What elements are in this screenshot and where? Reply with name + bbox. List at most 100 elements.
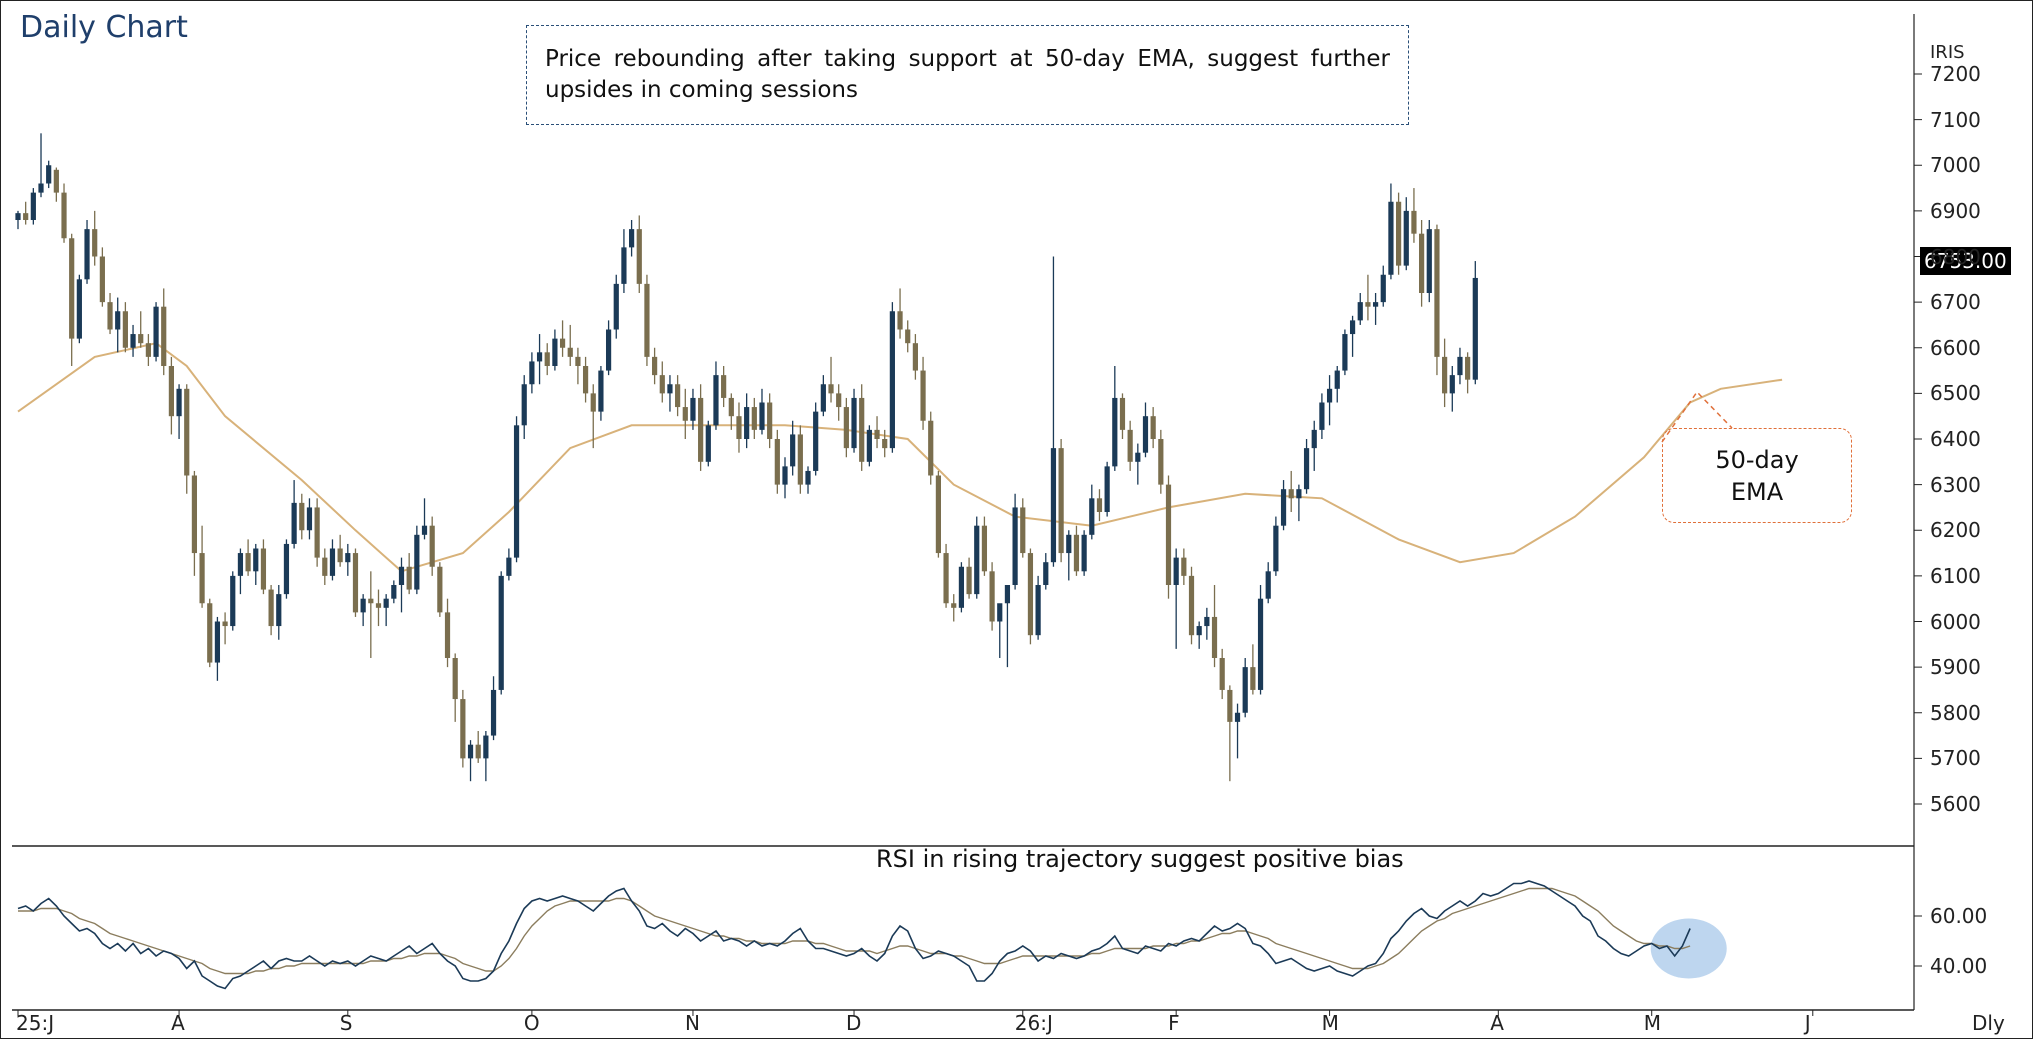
rsi-layer	[17, 880, 1727, 990]
candle-body	[721, 375, 727, 398]
candle-body	[1334, 370, 1340, 389]
y-tick-label: 7000	[1930, 153, 1981, 178]
candle-body	[222, 621, 228, 627]
candle-body	[1457, 356, 1463, 376]
y-tick-label: 5700	[1930, 746, 1981, 771]
y-tick-label: 5600	[1930, 792, 1981, 816]
candle-body	[1219, 658, 1225, 690]
candle-body	[345, 553, 351, 563]
candle-body	[322, 557, 328, 576]
rsi-annotation: RSI in rising trajectory suggest positiv…	[876, 845, 1404, 873]
candle-body	[1234, 712, 1241, 722]
candle-body	[652, 356, 658, 376]
candle-body	[460, 699, 466, 759]
candle-body	[1372, 302, 1379, 307]
candle-body	[1319, 402, 1325, 430]
candle-body	[283, 543, 290, 595]
candle-body	[107, 302, 113, 330]
y-tick-label: 5800	[1930, 700, 1981, 725]
candle-body	[15, 213, 21, 220]
candle-body	[76, 279, 82, 339]
candle-body	[1411, 210, 1417, 234]
candle-body	[974, 525, 980, 595]
period-label: Dly	[1972, 1011, 2005, 1035]
candle-body	[536, 352, 543, 362]
candle-body	[659, 375, 665, 394]
candle-body	[1073, 534, 1080, 572]
y-tick-label: 6400	[1930, 427, 1981, 451]
ema-annotation: 50-day EMA	[1662, 428, 1852, 523]
candle-body	[176, 388, 182, 417]
y-tick-label: 6700	[1930, 290, 1981, 315]
candle-body	[314, 507, 320, 558]
candle-body	[153, 306, 159, 357]
candle-body	[506, 557, 512, 576]
candle-body	[621, 247, 627, 284]
candle-body	[1004, 585, 1011, 604]
y-tick-label: 6800	[1930, 244, 1981, 269]
candle-body	[1196, 626, 1202, 636]
y-tick-label: 5900	[1930, 655, 1981, 680]
candle-body	[1280, 489, 1287, 526]
candle-body	[268, 589, 274, 627]
candle-body	[905, 329, 911, 344]
candle-body	[1181, 557, 1187, 576]
candle-body	[981, 525, 988, 572]
candle-body	[667, 384, 673, 394]
candle-body	[782, 466, 788, 485]
candle-body	[605, 329, 612, 371]
candle-body	[375, 603, 382, 608]
candle-body	[1135, 452, 1141, 462]
y-tick-label: 6500	[1930, 381, 1981, 406]
y-tick-label: 6000	[1930, 609, 1981, 634]
candle-body	[629, 229, 635, 248]
candle-body	[836, 393, 842, 408]
candle-body	[1188, 575, 1195, 636]
candle-body	[1012, 507, 1018, 585]
candle-body	[1388, 201, 1394, 275]
candle-body	[46, 165, 52, 184]
candle-body	[429, 525, 435, 567]
candle-body	[368, 598, 374, 604]
candle-body	[214, 621, 221, 663]
ema-callout-pointer	[1661, 390, 1733, 443]
candle-body	[675, 384, 681, 408]
candle-body	[989, 571, 995, 622]
candle-body	[1112, 397, 1118, 467]
candle-body	[698, 397, 704, 462]
candle-body	[199, 553, 205, 604]
candle-body	[1326, 388, 1333, 403]
candle-body	[1050, 448, 1057, 563]
candle-body	[1089, 498, 1095, 535]
candle-body	[1449, 375, 1455, 394]
candle-body	[912, 343, 918, 371]
x-tick-label: D	[846, 1011, 862, 1035]
candle-body	[53, 169, 59, 193]
y-tick-label: 6100	[1930, 563, 1981, 588]
candle-body	[498, 575, 504, 690]
candle-body	[1242, 667, 1248, 713]
candle-body	[713, 375, 719, 426]
candle-body	[943, 553, 949, 604]
candle-body	[1066, 534, 1072, 554]
candle-body	[636, 229, 642, 284]
candle-body	[882, 439, 888, 449]
y-tick-label: 6200	[1930, 518, 1981, 543]
candle-body	[168, 366, 174, 417]
x-tick-label: M	[1643, 1011, 1661, 1035]
candle-body	[805, 470, 811, 485]
candle-body	[1303, 448, 1310, 490]
candle-body	[1434, 229, 1440, 357]
candle-body	[751, 407, 757, 430]
candle-body	[1380, 274, 1386, 303]
x-tick-label: J	[1804, 1011, 1811, 1035]
candle-body	[866, 429, 872, 462]
candle-body	[437, 566, 443, 613]
candle-body	[1465, 356, 1471, 380]
candle-body	[851, 397, 857, 449]
ema-line-layer	[17, 342, 1783, 573]
candle-body	[1419, 233, 1425, 293]
candle-body	[598, 370, 604, 412]
candle-body	[1288, 489, 1294, 499]
candle-body	[414, 534, 420, 590]
